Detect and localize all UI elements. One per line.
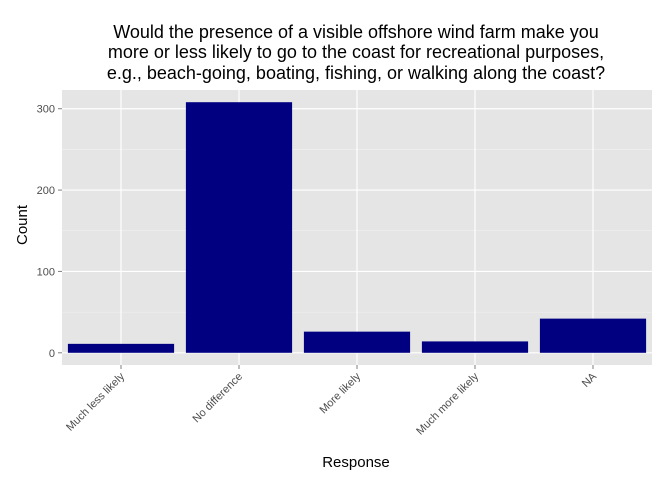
y-axis-ticks: 0 100 200 300 xyxy=(37,104,62,360)
bar-0 xyxy=(67,343,175,353)
bar-1 xyxy=(185,102,293,353)
y-tick-label: 300 xyxy=(37,104,55,116)
y-tick-label: 100 xyxy=(37,266,55,278)
x-axis-title: Response xyxy=(322,454,390,471)
y-tick-label: 0 xyxy=(49,348,55,360)
y-tick-label: 200 xyxy=(37,185,55,197)
y-axis-title: Count xyxy=(14,204,31,245)
title-line-3: e.g., beach-going, boating, fishing, or … xyxy=(107,63,605,83)
chart-title: Would the presence of a visible offshore… xyxy=(107,22,605,83)
bar-4 xyxy=(539,318,647,353)
title-line-2: more or less likely to go to the coast f… xyxy=(108,42,604,62)
bar-3 xyxy=(421,341,529,353)
bars xyxy=(67,102,647,353)
bar-2 xyxy=(303,331,411,353)
title-line-1: Would the presence of a visible offshore… xyxy=(113,22,599,42)
